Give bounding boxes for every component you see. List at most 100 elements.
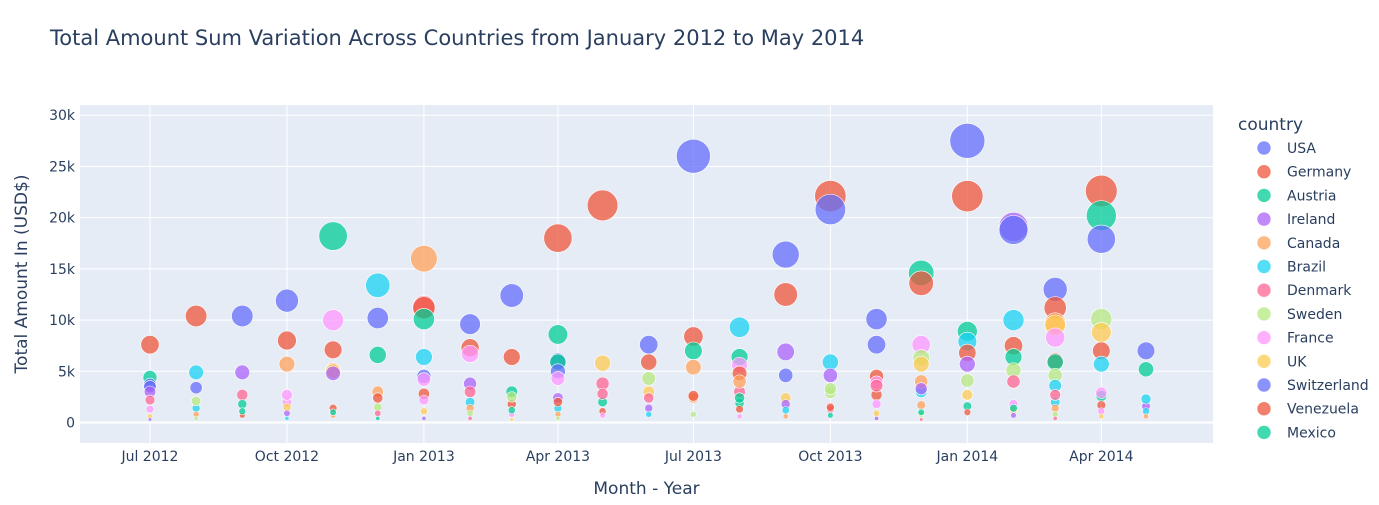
y-tick-label: 5k [58,364,76,380]
bubble-germany [640,353,658,371]
bubble-minor [827,412,834,419]
legend-item-label[interactable]: Germany [1287,165,1351,181]
legend-marker [1256,259,1272,274]
legend-item-label[interactable]: USA [1287,141,1316,157]
bubble-switzerland [771,240,800,269]
bubble-germany [773,282,798,307]
legend-item-label[interactable]: Ireland [1287,212,1335,228]
bubble-minor [147,417,153,422]
legend-item-label[interactable]: Denmark [1287,283,1352,299]
y-axis-title: Total Amount In (USD$) [12,175,32,375]
legend-item-label[interactable]: France [1287,331,1334,347]
bubble-minor [193,416,199,421]
bubble-minor [375,416,381,421]
y-tick-label: 25k [49,159,76,175]
bubble-austria [318,221,348,251]
chart-title: Total Amount Sum Variation Across Countr… [49,26,864,50]
bubble-venezuela [552,397,563,408]
bubble-brazil [415,348,433,366]
x-tick-label: Jan 2014 [936,449,999,465]
bubble-austria [413,308,435,330]
bubble-minor [284,416,290,421]
bubble-mexico [734,392,746,404]
bubble-brazil [365,272,391,298]
legend-item-label[interactable]: UK [1287,354,1307,370]
bubble-austria [547,324,569,345]
legend-marker [1256,140,1272,156]
bubble-minor [735,405,744,414]
bubble-germany [323,340,343,359]
bubble-usa [867,335,887,355]
bubble-minor [1052,416,1058,421]
bubble-germany [908,270,934,296]
legend-marker [1256,353,1272,369]
legend-item-label[interactable]: Canada [1287,236,1340,252]
bubble-switzerland [366,307,389,330]
legend-marker [1256,282,1272,298]
bubble-minor [1098,413,1105,420]
bubble-mexico [1046,353,1064,371]
legend-item-label[interactable]: Mexico [1287,425,1336,441]
bubble-austria [684,341,703,360]
bubble-ireland [959,355,976,373]
bubble-sweden [506,391,518,403]
y-tick-label: 10k [49,313,76,329]
bubble-sweden [824,382,837,396]
x-tick-label: Apr 2013 [526,449,590,465]
bubble-france [1095,386,1108,399]
bubble-denmark [596,387,609,400]
legend-item-label[interactable]: Switzerland [1287,378,1369,394]
legend-marker [1256,164,1272,179]
bubble-canada [685,359,702,376]
bubble-uk [912,355,930,373]
bubble-switzerland [499,283,524,308]
bubble-canada [410,244,438,273]
bubble-brazil [821,353,839,371]
bubble-brazil [1093,355,1110,373]
bubble-sweden [641,371,656,386]
bubble-france [461,344,480,363]
bubble-minor [736,413,743,420]
x-tick-label: Oct 2013 [798,449,862,465]
bubble-usa [778,367,794,383]
bubble-denmark [144,394,156,406]
bubble-austria [368,346,387,364]
legend-item-label[interactable]: Venezuela [1287,402,1359,418]
bubble-venezuela [687,390,700,402]
legend: country USA Germany Austria Ireland Canada Br… [1238,115,1369,441]
bubble-france [1045,327,1066,348]
x-tick-label: Oct 2012 [255,449,319,465]
legend-marker [1256,330,1272,345]
bubble-canada [732,374,747,389]
bubble-france [281,389,293,401]
bubble-denmark [1006,374,1021,389]
legend-item-label[interactable]: Sweden [1287,307,1342,323]
legend-marker [1256,401,1272,417]
bubble-switzerland [1136,341,1156,360]
bubble-ireland [776,342,795,361]
bubble-germany [503,348,521,366]
bubble-venezuela [372,392,384,404]
bubble-switzerland [231,304,254,328]
bubble-minor [236,389,249,401]
bubble-layer [140,123,1156,422]
legend-item-label[interactable]: Brazil [1287,260,1326,276]
bubble-germany [140,335,160,355]
legend-item-label[interactable]: Austria [1287,188,1336,204]
bubble-france [322,309,344,331]
bubble-minor [283,409,291,417]
bubble-minor [1143,413,1149,420]
bubble-usa [814,193,846,225]
bubble-minor [963,408,971,416]
bubble-minor [781,406,790,415]
bubble-minor [645,411,652,418]
bubble-germany [277,330,297,351]
legend-marker [1256,188,1272,203]
x-tick-label: Jul 2012 [120,449,178,465]
y-tick-label: 15k [49,262,76,278]
bubble-denmark [643,392,655,404]
bubble-minor [555,416,561,421]
bubble-minor [874,416,879,421]
bubble-minor [467,416,473,421]
bubble-minor [509,417,514,422]
